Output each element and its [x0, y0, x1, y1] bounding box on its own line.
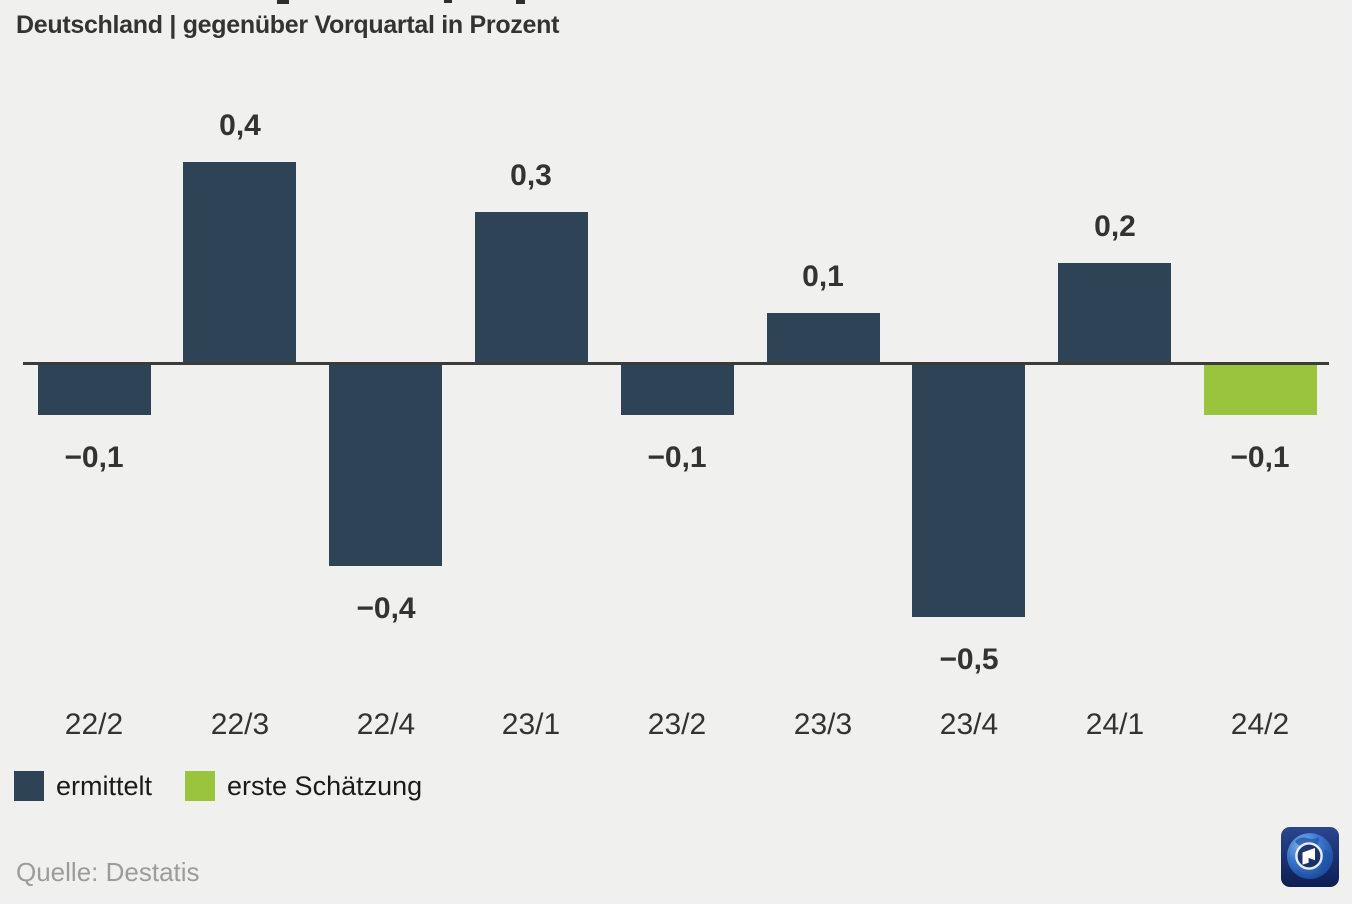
clipped-headline-fragment — [277, 0, 289, 4]
x-axis-label: 24/1 — [1085, 708, 1145, 741]
x-axis-label: 22/4 — [356, 708, 416, 741]
chart-legend: ermittelt erste Schätzung — [14, 771, 422, 801]
chart-subtitle: Deutschland | gegenüber Vorquartal in Pr… — [16, 11, 560, 39]
x-axis-label: 24/2 — [1230, 708, 1290, 741]
bar — [1058, 263, 1171, 364]
x-axis-label: 23/2 — [647, 708, 707, 741]
legend-swatch-erste-schaetzung — [185, 771, 216, 801]
legend-item-erste-schaetzung: erste Schätzung — [185, 771, 422, 801]
legend-swatch-ermittelt — [14, 771, 44, 801]
clipped-headline-fragment — [444, 0, 452, 3]
tagesschau-globe-logo — [1281, 827, 1339, 887]
bar — [38, 364, 151, 415]
bar-value-label: −0,4 — [356, 592, 416, 625]
bar-value-label: −0,1 — [64, 441, 124, 474]
x-axis-label: 23/4 — [939, 708, 999, 741]
clipped-headline-fragment — [516, 0, 525, 4]
bar — [475, 212, 588, 364]
x-axis-label: 22/2 — [64, 708, 124, 741]
bar-value-label: 0,3 — [510, 159, 552, 192]
bar-value-label: −0,1 — [647, 441, 707, 474]
bar-value-label: −0,1 — [1230, 441, 1290, 474]
x-axis-label: 23/3 — [793, 708, 853, 741]
source-label: Quelle: Destatis — [16, 857, 200, 887]
legend-label-ermittelt: ermittelt — [56, 771, 153, 801]
zero-axis-line — [23, 362, 1329, 365]
bar — [621, 364, 734, 415]
x-axis-label: 23/1 — [501, 708, 561, 741]
legend-label-erste-schaetzung: erste Schätzung — [227, 771, 423, 801]
bar — [767, 313, 880, 364]
bar — [1204, 364, 1317, 415]
bar — [912, 364, 1025, 617]
bar-value-label: 0,2 — [1094, 210, 1136, 243]
bar-value-label: −0,5 — [939, 643, 999, 676]
bar-value-label: 0,1 — [802, 260, 844, 293]
legend-item-ermittelt: ermittelt — [14, 771, 152, 801]
x-axis-label: 22/3 — [210, 708, 270, 741]
bar — [329, 364, 442, 566]
bar — [183, 162, 296, 364]
bar-chart: −0,1 0,4 −0,4 0,3 −0,1 0,1 −0,5 0,2 −0,1 22/2 22/… — [23, 109, 1329, 741]
bar-value-label: 0,4 — [219, 109, 261, 142]
